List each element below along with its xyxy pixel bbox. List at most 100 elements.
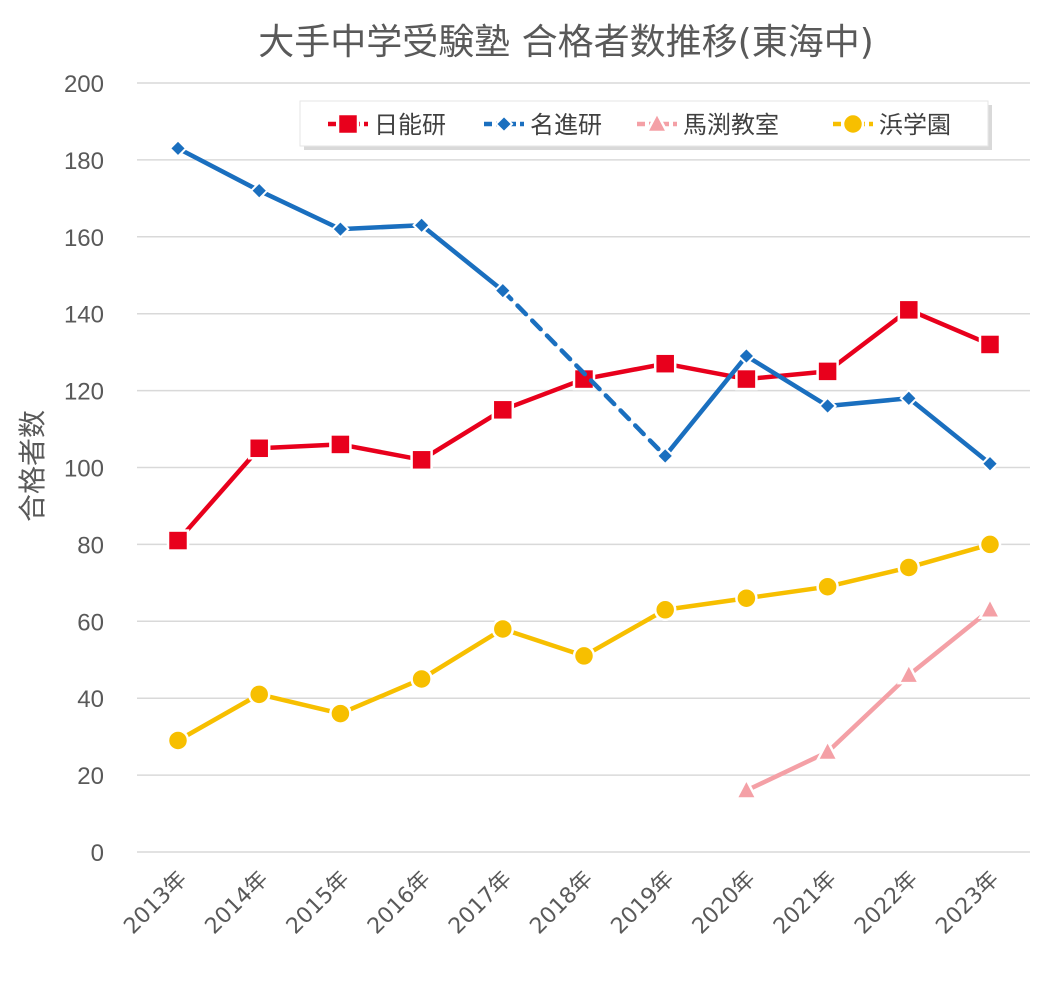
series-line bbox=[825, 565, 912, 589]
legend-item: 日能研 bbox=[328, 111, 446, 139]
legend-label: 名進研 bbox=[530, 111, 602, 139]
y-tick-label: 120 bbox=[64, 379, 104, 406]
series-line bbox=[500, 376, 587, 413]
data-point bbox=[653, 598, 677, 622]
x-tick-label: 2019年 bbox=[607, 867, 680, 940]
data-point bbox=[247, 683, 271, 706]
series-line bbox=[744, 749, 830, 793]
grid bbox=[137, 82, 1030, 853]
x-tick-label: 2013年 bbox=[119, 867, 192, 940]
data-point bbox=[899, 388, 919, 408]
data-point bbox=[816, 575, 839, 598]
series-line bbox=[906, 542, 993, 570]
legend-item: 馬渕教室 bbox=[637, 110, 779, 139]
series-line bbox=[419, 626, 506, 682]
series-line bbox=[256, 692, 343, 716]
data-point bbox=[655, 446, 675, 466]
series-line bbox=[175, 146, 262, 193]
series-line bbox=[825, 307, 912, 374]
data-point bbox=[896, 661, 921, 685]
x-tick-label: 2016年 bbox=[363, 867, 436, 940]
series-line bbox=[500, 626, 587, 659]
data-point bbox=[818, 396, 838, 416]
y-axis-ticks: 0 20 40 60 80 100 120 140 160 180 200 bbox=[64, 71, 104, 867]
data-point bbox=[410, 667, 433, 691]
x-tick-label: 2023年 bbox=[931, 867, 1004, 940]
data-point bbox=[816, 360, 839, 383]
series-line bbox=[906, 607, 993, 678]
y-tick-label: 100 bbox=[64, 456, 104, 483]
series-line bbox=[825, 672, 912, 755]
data-point bbox=[735, 586, 758, 610]
legend-item: 名進研 bbox=[484, 111, 602, 139]
data-point bbox=[734, 776, 759, 800]
data-point bbox=[980, 454, 1000, 474]
legend-label: 浜学園 bbox=[879, 111, 951, 139]
x-tick-label: 2015年 bbox=[282, 867, 355, 940]
series-line bbox=[825, 396, 912, 409]
x-tick-label: 2014年 bbox=[201, 867, 274, 940]
data-point bbox=[249, 181, 269, 201]
data-point bbox=[572, 367, 596, 391]
legend-label: 日能研 bbox=[374, 111, 446, 139]
data-point bbox=[491, 617, 515, 641]
data-point bbox=[977, 596, 1003, 620]
y-tick-label: 60 bbox=[77, 609, 104, 636]
data-point bbox=[815, 738, 840, 762]
series-0 bbox=[166, 298, 1002, 552]
series-line bbox=[744, 353, 830, 409]
series-line bbox=[662, 595, 749, 613]
y-tick-label: 160 bbox=[64, 225, 104, 252]
data-point bbox=[330, 219, 350, 239]
data-point bbox=[329, 702, 352, 725]
series-line bbox=[744, 369, 830, 382]
series-line bbox=[906, 307, 993, 347]
x-tick-label: 2018年 bbox=[525, 867, 598, 940]
y-tick-label: 20 bbox=[77, 763, 104, 790]
data-point bbox=[841, 112, 865, 136]
series-line bbox=[175, 446, 262, 543]
series-line bbox=[338, 223, 424, 232]
data-point bbox=[978, 333, 1002, 356]
series-line bbox=[175, 692, 262, 743]
data-point bbox=[736, 346, 756, 366]
data-point bbox=[329, 433, 352, 456]
series-line bbox=[662, 353, 749, 459]
y-tick-label: 180 bbox=[64, 148, 104, 175]
data-point bbox=[644, 110, 670, 134]
series-line bbox=[256, 188, 343, 232]
data-point bbox=[572, 644, 596, 668]
series-line bbox=[744, 584, 830, 601]
series-2 bbox=[734, 596, 1003, 800]
data-point bbox=[493, 281, 513, 301]
series-1 bbox=[168, 138, 1000, 474]
series-line bbox=[581, 361, 668, 382]
y-tick-label: 0 bbox=[91, 840, 104, 867]
legend-label: 馬渕教室 bbox=[683, 111, 779, 139]
data-point bbox=[494, 114, 514, 134]
series-line bbox=[256, 442, 343, 451]
legend: 日能研 名進研 馬渕教室 浜学園 bbox=[299, 100, 992, 150]
data-point bbox=[491, 398, 515, 422]
data-point bbox=[166, 529, 190, 552]
data-point bbox=[336, 112, 360, 136]
series-3 bbox=[166, 533, 1002, 752]
series-line bbox=[419, 407, 506, 463]
y-axis-label: 合格者数 bbox=[16, 410, 49, 522]
data-point bbox=[168, 138, 188, 158]
legend-item: 浜学園 bbox=[833, 111, 951, 139]
data-point bbox=[166, 729, 190, 752]
y-tick-label: 140 bbox=[64, 302, 104, 329]
series-line bbox=[338, 676, 424, 716]
data-point bbox=[897, 556, 921, 579]
series-line bbox=[581, 607, 668, 659]
y-tick-label: 200 bbox=[64, 71, 104, 98]
x-tick-label: 2021年 bbox=[769, 867, 842, 940]
x-tick-label: 2022年 bbox=[850, 867, 923, 940]
data-point bbox=[247, 437, 271, 460]
data-point bbox=[653, 352, 677, 375]
x-tick-label: 2017年 bbox=[444, 867, 517, 940]
data-point bbox=[735, 367, 758, 391]
y-tick-label: 80 bbox=[77, 532, 104, 559]
